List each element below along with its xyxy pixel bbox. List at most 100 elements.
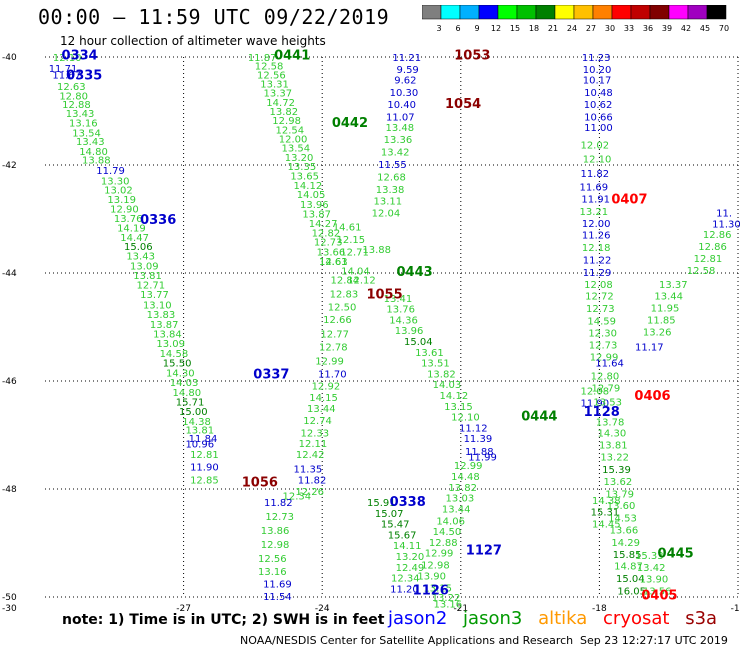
swh-value-point: 11.20 (390, 584, 419, 595)
swh-value-point: 13.87 (302, 210, 331, 221)
swh-value-point: 12.71 (340, 247, 369, 258)
swh-value-point: 11.23 (582, 53, 611, 64)
swh-value-point: 12.11 (299, 439, 328, 450)
y-tick-label: -46 (2, 377, 17, 387)
swh-value-point: 12.99 (315, 356, 344, 367)
swh-value-point: 12.99 (590, 353, 619, 364)
swh-value-point: 12.73 (589, 340, 618, 351)
swh-value-point: 12.04 (372, 209, 401, 220)
swh-value-point: 11.82 (264, 498, 293, 509)
x-tick-label-origin: -30 (2, 604, 17, 614)
swh-value-point: 12.30 (588, 328, 617, 339)
swh-value-point: 13.22 (600, 453, 629, 464)
swh-value-point: 14.05 (297, 190, 326, 201)
swh-value-point: 12.10 (53, 53, 82, 64)
swh-value-point: 13.87 (150, 320, 179, 331)
swh-value-point: 13.56 (643, 587, 672, 598)
swh-value-point: 14.45 (592, 520, 621, 531)
swh-value-point: 12.56 (258, 554, 287, 565)
swh-value-point: 13.51 (421, 359, 450, 370)
swh-value-point: 12.08 (580, 387, 609, 398)
legend-altika: altika (538, 608, 588, 629)
swh-value-point: 13.83 (147, 310, 176, 321)
swh-value-point: 13.09 (156, 339, 185, 350)
swh-value-point: 13.77 (140, 290, 169, 301)
colorbar-label: 33 (624, 24, 634, 33)
pass-label: 1055 (366, 288, 402, 303)
pass-label: 1054 (445, 97, 481, 112)
x-tick-label: -15 (731, 604, 740, 614)
chart-title: 00:00 – 11:59 UTC 09/22/2019 (38, 5, 390, 29)
credit-text: NOAA/NESDIS Center for Satellite Applica… (240, 634, 574, 647)
pass-label: 0337 (253, 367, 289, 382)
pass-label: 1128 (584, 405, 620, 420)
swh-value-point: 14.72 (266, 98, 295, 109)
swh-value-point: 14.80 (79, 147, 108, 158)
swh-value-point: 15.50 (163, 359, 192, 370)
swh-value-point: 13.15 (444, 402, 473, 413)
swh-value-point: 13.66 (317, 247, 346, 258)
colorbar-label: 70 (719, 24, 729, 33)
swh-value-point: 10.96 (185, 440, 214, 451)
swh-value-point: 10.66 (584, 112, 613, 123)
swh-value-point: 13.54 (72, 129, 101, 140)
swh-value-point: 12.79 (592, 383, 621, 394)
swh-value-point: 13.11 (373, 197, 402, 208)
swh-value-point: 13.02 (104, 185, 133, 196)
swh-value-point: 14.27 (309, 219, 338, 230)
swh-value-point: 12.33 (300, 428, 329, 439)
swh-value-point: 13.48 (385, 123, 414, 134)
swh-value-point: 12.66 (323, 315, 352, 326)
swh-value-point: 10.40 (387, 100, 416, 111)
swh-value-point: 13.82 (270, 107, 299, 118)
swh-value-point: 11.29 (583, 268, 612, 279)
swh-value-point: 13.09 (130, 261, 159, 272)
swh-value-point: 15.91 (367, 498, 396, 509)
colorbar-label: 21 (548, 24, 558, 33)
swh-value-point: 10.30 (390, 88, 419, 99)
swh-value-point: 12.88 (62, 100, 91, 111)
swh-value-point: 13.41 (384, 294, 413, 305)
swh-value-point: 13.78 (596, 418, 625, 429)
swh-value-point: 12.15 (337, 235, 366, 246)
swh-value-point: 9.62 (394, 76, 416, 87)
swh-value-point: 14.03 (170, 378, 199, 389)
swh-value-point: 13.03 (446, 494, 475, 505)
swh-value-point: 13.37 (659, 280, 688, 291)
swh-value-point: 12.00 (582, 219, 611, 230)
swh-value-point: 13.88 (82, 156, 111, 167)
swh-value-point: 13.43 (126, 252, 155, 263)
swh-value-point: 15.47 (381, 520, 410, 531)
swh-value-point: 12.81 (190, 450, 219, 461)
swh-value-point: 15.07 (375, 509, 404, 520)
swh-value-point: 14.59 (587, 317, 616, 328)
swh-value-point: 13.76 (114, 214, 143, 225)
swh-value-point: 15.67 (388, 530, 417, 541)
swh-value-point: 13.81 (185, 426, 214, 437)
swh-value-point: 14.30 (598, 428, 627, 439)
y-tick-label: -44 (2, 269, 17, 279)
swh-value-point: 11.21 (392, 53, 421, 64)
swh-value-point: 15.06 (124, 242, 153, 253)
pass-label: 0335 (66, 68, 102, 83)
swh-value-point: 12.82 (312, 229, 341, 240)
swh-value-point: 12.77 (320, 329, 349, 340)
swh-value-point: 12.88 (429, 538, 458, 549)
y-tick-label: -42 (2, 161, 17, 171)
swh-value-point: 12.80 (59, 91, 88, 102)
pass-label: 0406 (634, 389, 670, 404)
swh-value-point: 13.20 (396, 552, 425, 563)
swh-value-point: 11.54 (263, 592, 292, 603)
swh-value-point: 13.22 (432, 593, 461, 604)
swh-value-point: 12.58 (687, 266, 716, 277)
x-tick-label: -27 (176, 604, 191, 614)
pass-label: 0334 (62, 48, 98, 63)
swh-value-point: 11.95 (651, 304, 680, 315)
swh-value-point: 11.26 (582, 231, 611, 242)
swh-value-point: 12.80 (591, 372, 620, 383)
pass-label: 0336 (140, 213, 176, 228)
swh-value-point: 12.74 (303, 416, 332, 427)
y-tick-label: -48 (2, 485, 17, 495)
